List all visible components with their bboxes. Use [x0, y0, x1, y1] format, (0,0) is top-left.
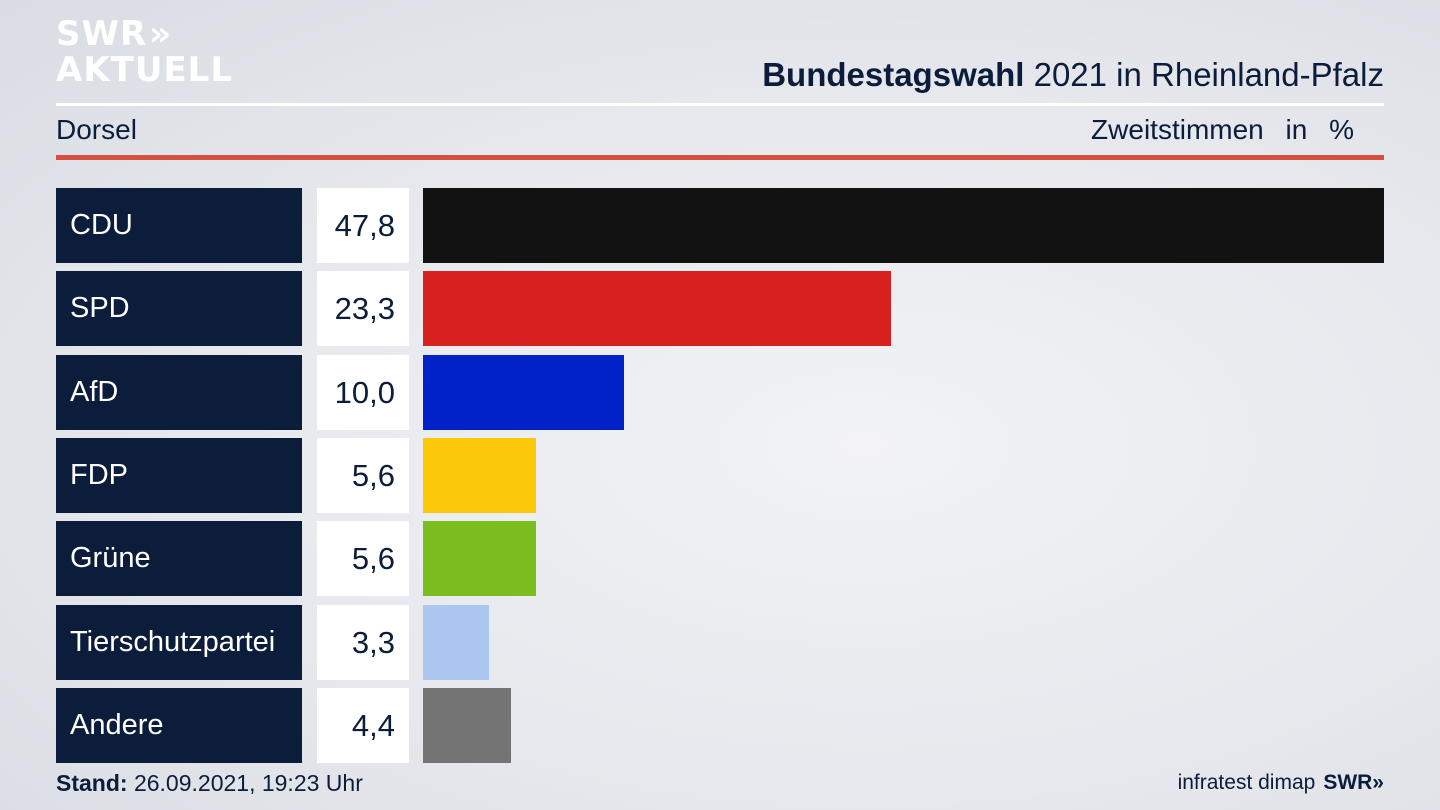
chart-title: Bundestagswahl 2021 in Rheinland-Pfalz	[762, 56, 1384, 94]
unit-label: in %	[1285, 114, 1354, 145]
bar	[423, 687, 511, 763]
party-label: CDU	[56, 188, 302, 263]
timestamp: Stand: 26.09.2021, 19:23 Uhr	[56, 770, 363, 797]
value-label: 10,0	[317, 354, 409, 430]
header-divider	[56, 103, 1384, 106]
source-label: infratest dimap	[1177, 771, 1316, 794]
bar	[423, 188, 1384, 263]
bar-row: Andere 4,4	[0, 687, 1440, 763]
bar	[423, 437, 536, 513]
title-bold: Bundestagswahl	[762, 56, 1025, 93]
accent-divider	[56, 155, 1384, 160]
bar-row: FDP 5,6	[0, 437, 1440, 513]
region-name: Dorsel	[56, 114, 137, 145]
swr-aktuell-logo: SWR » AKTUELL	[56, 16, 233, 88]
value-label: 5,6	[317, 521, 409, 597]
swr-brand-logo: SWR»	[1323, 771, 1384, 794]
bar-row: Grüne 5,6	[0, 521, 1440, 597]
party-label: SPD	[56, 271, 302, 347]
value-label: 47,8	[317, 188, 409, 263]
value-label: 23,3	[317, 271, 409, 347]
bar	[423, 271, 891, 347]
bar-row: AfD 10,0	[0, 354, 1440, 430]
party-label: FDP	[56, 437, 302, 513]
bar-row: SPD 23,3	[0, 271, 1440, 347]
party-label: Grüne	[56, 521, 302, 597]
bar	[423, 354, 624, 430]
party-label: AfD	[56, 354, 302, 430]
value-label: 3,3	[317, 604, 409, 680]
stand-value: 26.09.2021, 19:23 Uhr	[127, 770, 363, 796]
bar	[423, 521, 536, 597]
bar-row: Tierschutzpartei 3,3	[0, 604, 1440, 680]
source-credit: infratest dimap SWR»	[1178, 771, 1384, 795]
party-label: Tierschutzpartei	[56, 604, 302, 680]
bar	[423, 604, 489, 680]
stand-label: Stand:	[56, 770, 128, 796]
measure-label: Zweitstimmen	[1091, 114, 1264, 145]
measure-unit: Zweitstimmen in %	[1091, 114, 1354, 146]
value-label: 4,4	[317, 687, 409, 763]
title-rest: 2021 in Rheinland-Pfalz	[1024, 56, 1384, 93]
logo-swr-text: SWR	[56, 14, 148, 54]
party-label: Andere	[56, 687, 302, 763]
value-label: 5,6	[317, 437, 409, 513]
bar-row: CDU 47,8	[0, 188, 1440, 263]
logo-aktuell-text: AKTUELL	[56, 50, 234, 90]
